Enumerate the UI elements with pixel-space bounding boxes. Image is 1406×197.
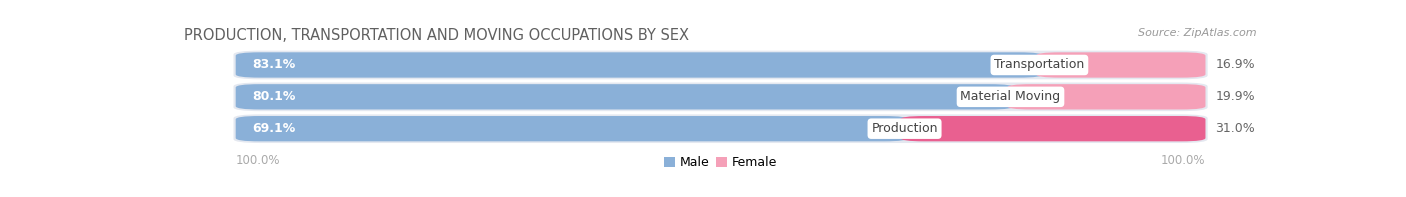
FancyBboxPatch shape — [236, 116, 908, 141]
Text: PRODUCTION, TRANSPORTATION AND MOVING OCCUPATIONS BY SEX: PRODUCTION, TRANSPORTATION AND MOVING OC… — [184, 28, 689, 43]
Text: 31.0%: 31.0% — [1215, 122, 1256, 135]
Text: Production: Production — [872, 122, 938, 135]
FancyBboxPatch shape — [233, 83, 1208, 111]
Text: 19.9%: 19.9% — [1215, 90, 1256, 103]
FancyBboxPatch shape — [236, 84, 1014, 110]
FancyBboxPatch shape — [233, 51, 1208, 79]
Text: 16.9%: 16.9% — [1215, 59, 1256, 72]
FancyBboxPatch shape — [900, 116, 1205, 141]
FancyBboxPatch shape — [236, 52, 1043, 78]
Text: 83.1%: 83.1% — [252, 59, 295, 72]
Text: Transportation: Transportation — [994, 59, 1084, 72]
FancyBboxPatch shape — [1007, 84, 1205, 110]
Text: 100.0%: 100.0% — [1161, 154, 1205, 167]
Legend: Male, Female: Male, Female — [664, 156, 778, 169]
FancyBboxPatch shape — [1036, 52, 1205, 78]
Text: Material Moving: Material Moving — [960, 90, 1060, 103]
Text: Source: ZipAtlas.com: Source: ZipAtlas.com — [1137, 28, 1257, 38]
FancyBboxPatch shape — [233, 114, 1208, 143]
Text: 100.0%: 100.0% — [236, 154, 280, 167]
Text: 69.1%: 69.1% — [252, 122, 295, 135]
Text: 80.1%: 80.1% — [252, 90, 295, 103]
